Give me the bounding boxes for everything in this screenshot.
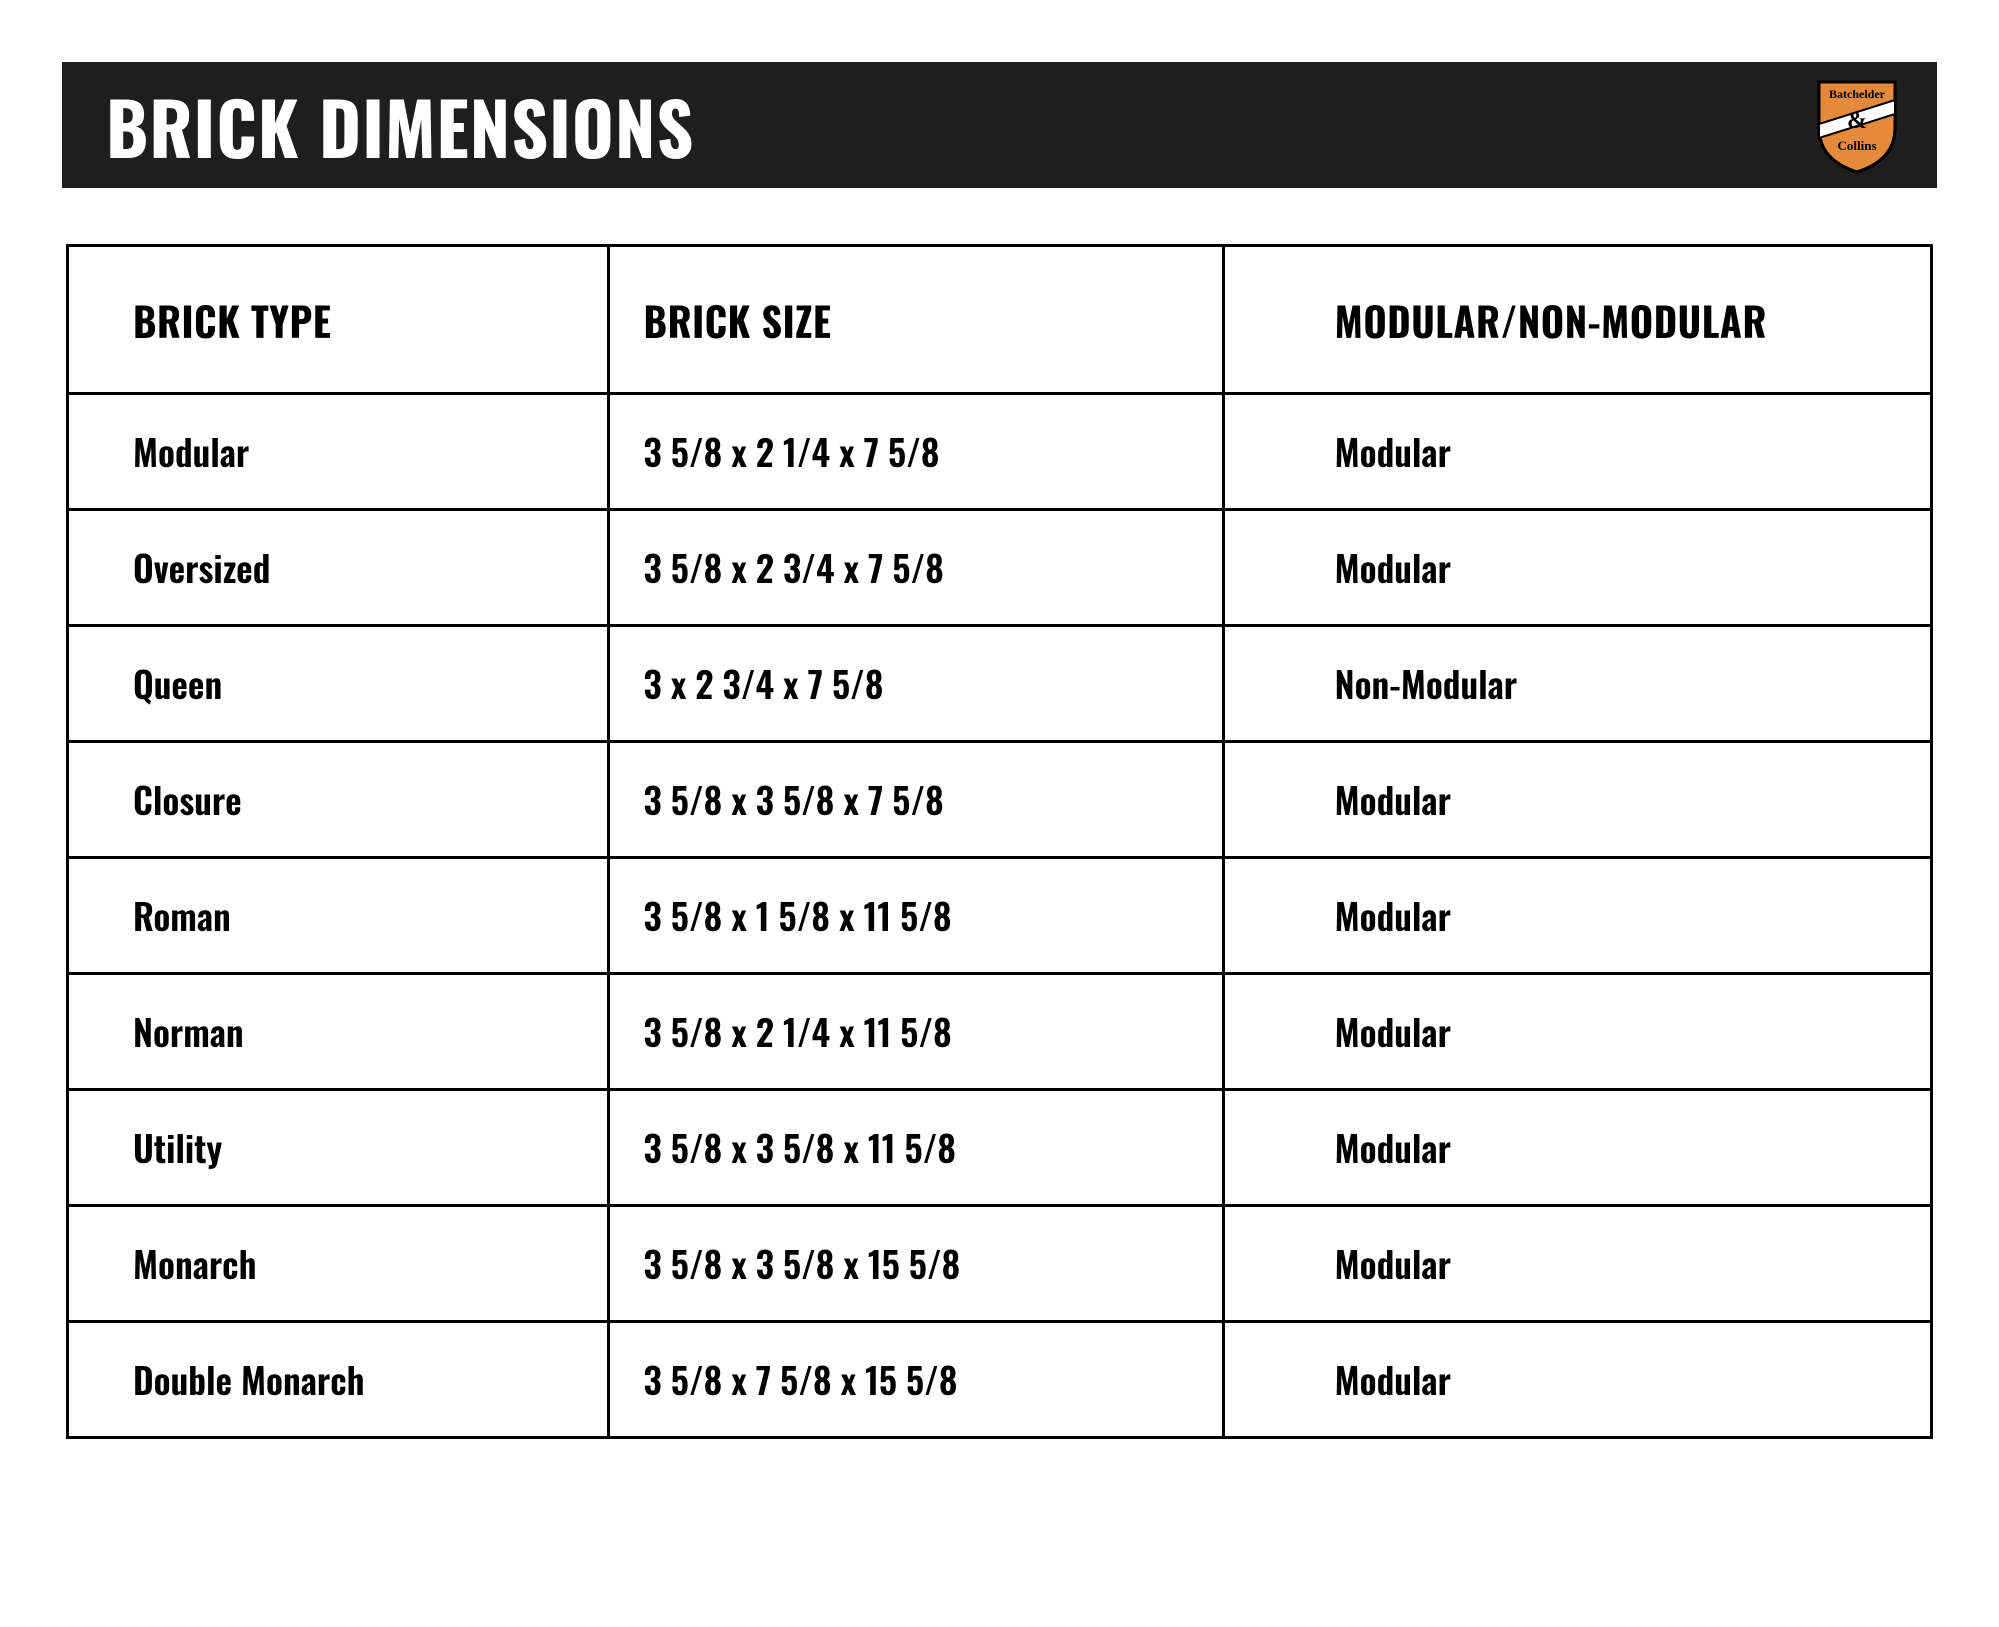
cell-brick-type: Closure	[68, 742, 609, 858]
shield-logo-icon: Batchelder & Collins	[1813, 76, 1901, 174]
cell-brick-modular: Modular	[1223, 394, 1931, 510]
table-row: Norman 3 5/8 x 2 1/4 x 11 5/8 Modular	[68, 974, 1932, 1090]
table-body: Modular 3 5/8 x 2 1/4 x 7 5/8 Modular Ov…	[68, 394, 1932, 1438]
cell-brick-type: Oversized	[68, 510, 609, 626]
company-logo: Batchelder & Collins	[1813, 76, 1901, 174]
table-row: Utility 3 5/8 x 3 5/8 x 11 5/8 Modular	[68, 1090, 1932, 1206]
cell-brick-size: 3 5/8 x 3 5/8 x 7 5/8	[608, 742, 1223, 858]
cell-brick-size: 3 x 2 3/4 x 7 5/8	[608, 626, 1223, 742]
cell-brick-type: Modular	[68, 394, 609, 510]
cell-brick-type: Norman	[68, 974, 609, 1090]
table-row: Queen 3 x 2 3/4 x 7 5/8 Non-Modular	[68, 626, 1932, 742]
cell-brick-modular: Modular	[1223, 1322, 1931, 1438]
cell-brick-size: 3 5/8 x 7 5/8 x 15 5/8	[608, 1322, 1223, 1438]
column-header-type: BRICK TYPE	[68, 246, 609, 394]
cell-brick-size: 3 5/8 x 3 5/8 x 15 5/8	[608, 1206, 1223, 1322]
cell-brick-type: Utility	[68, 1090, 609, 1206]
cell-brick-type: Queen	[68, 626, 609, 742]
header-bar: BRICK DIMENSIONS Batchelder & Collins	[62, 62, 1937, 188]
cell-brick-size: 3 5/8 x 3 5/8 x 11 5/8	[608, 1090, 1223, 1206]
cell-brick-size: 3 5/8 x 2 3/4 x 7 5/8	[608, 510, 1223, 626]
cell-brick-type: Monarch	[68, 1206, 609, 1322]
cell-brick-modular: Modular	[1223, 1206, 1931, 1322]
column-header-size: BRICK SIZE	[608, 246, 1223, 394]
cell-brick-modular: Modular	[1223, 742, 1931, 858]
table-header: BRICK TYPE BRICK SIZE MODULAR/NON-MODULA…	[68, 246, 1932, 394]
table-row: Monarch 3 5/8 x 3 5/8 x 15 5/8 Modular	[68, 1206, 1932, 1322]
svg-text:Collins: Collins	[1837, 138, 1876, 153]
cell-brick-type: Roman	[68, 858, 609, 974]
cell-brick-size: 3 5/8 x 2 1/4 x 11 5/8	[608, 974, 1223, 1090]
page-container: BRICK DIMENSIONS Batchelder & Collins BR…	[0, 0, 1999, 1627]
cell-brick-modular: Non-Modular	[1223, 626, 1931, 742]
table-row: Double Monarch 3 5/8 x 7 5/8 x 15 5/8 Mo…	[68, 1322, 1932, 1438]
cell-brick-modular: Modular	[1223, 1090, 1931, 1206]
table-row: Oversized 3 5/8 x 2 3/4 x 7 5/8 Modular	[68, 510, 1932, 626]
table-row: Closure 3 5/8 x 3 5/8 x 7 5/8 Modular	[68, 742, 1932, 858]
table-row: Roman 3 5/8 x 1 5/8 x 11 5/8 Modular	[68, 858, 1932, 974]
table-header-row: BRICK TYPE BRICK SIZE MODULAR/NON-MODULA…	[68, 246, 1932, 394]
cell-brick-type: Double Monarch	[68, 1322, 609, 1438]
table-container: BRICK TYPE BRICK SIZE MODULAR/NON-MODULA…	[62, 188, 1937, 1439]
brick-dimensions-table: BRICK TYPE BRICK SIZE MODULAR/NON-MODULA…	[66, 244, 1933, 1439]
cell-brick-modular: Modular	[1223, 858, 1931, 974]
svg-text:&: &	[1847, 108, 1867, 134]
cell-brick-modular: Modular	[1223, 510, 1931, 626]
page-title: BRICK DIMENSIONS	[106, 72, 694, 179]
cell-brick-size: 3 5/8 x 2 1/4 x 7 5/8	[608, 394, 1223, 510]
cell-brick-modular: Modular	[1223, 974, 1931, 1090]
column-header-modular: MODULAR/NON-MODULAR	[1223, 246, 1931, 394]
cell-brick-size: 3 5/8 x 1 5/8 x 11 5/8	[608, 858, 1223, 974]
table-row: Modular 3 5/8 x 2 1/4 x 7 5/8 Modular	[68, 394, 1932, 510]
svg-text:Batchelder: Batchelder	[1829, 87, 1886, 101]
